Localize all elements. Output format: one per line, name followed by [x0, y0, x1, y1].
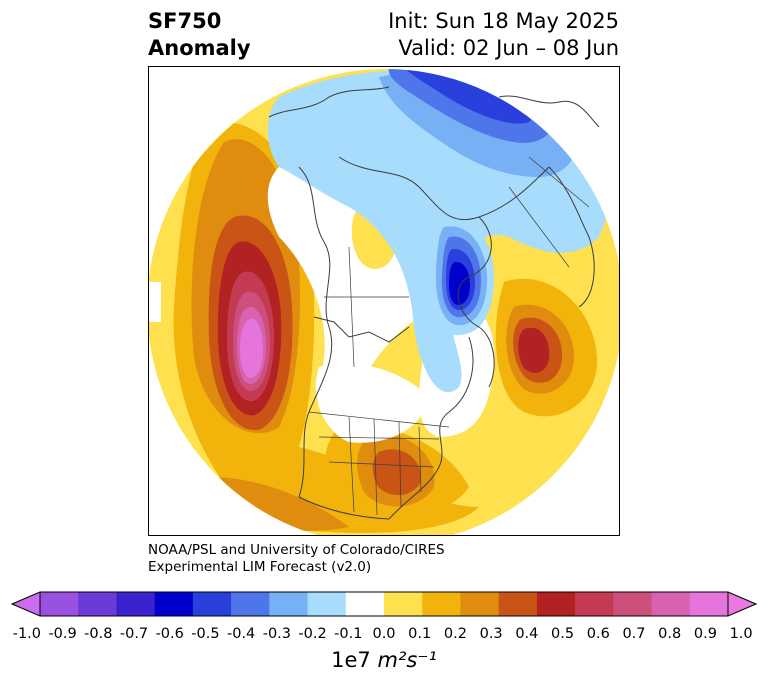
colorbar-tick-label: -1.0: [12, 626, 42, 642]
colorbar-tick-label: 0.6: [586, 626, 610, 642]
contour-deeporange-south: [372, 449, 422, 496]
colorbar-segment: [536, 592, 576, 616]
anomaly-map: [149, 69, 619, 535]
colorbar-segment: [307, 592, 347, 616]
coastlines: [268, 86, 600, 520]
colorbar-tick-label: 0.2: [443, 626, 467, 642]
contour-white-interior: [315, 363, 429, 443]
title-kind: Anomaly: [148, 36, 251, 60]
colorbar-tick-label: -0.1: [334, 626, 363, 642]
forecast-dates: Init: Sun 18 May 2025 Valid: 02 Jun – 08…: [388, 8, 619, 62]
contour-blue6-center: [449, 261, 470, 305]
colorbar-tick-label: 0.5: [551, 626, 575, 642]
colorbar-tick-label: -0.2: [298, 626, 327, 642]
map-panel: [148, 66, 620, 536]
colorbar-segment: [269, 592, 309, 616]
colorbar-units-label: 1e7 m²s⁻¹: [0, 648, 768, 672]
colorbar-tick-label: -0.3: [262, 626, 292, 642]
valid-range: Valid: 02 Jun – 08 Jun: [398, 36, 619, 60]
colorbar-segment: [345, 592, 385, 616]
colorbar-segment: [192, 592, 232, 616]
colorbar-tick-label: 0.9: [693, 626, 717, 642]
colorbar-frame: [39, 591, 729, 617]
units-prefix: 1e7: [331, 648, 371, 672]
colorbar-tick-label: -0.4: [226, 626, 256, 642]
colorbar-tick-label: 1.0: [729, 626, 753, 642]
colorbar: [0, 586, 768, 628]
colorbar-tick-label: -0.9: [48, 626, 77, 642]
colorbar-tick-label: 0.8: [658, 626, 682, 642]
colorbar-tick-label: -0.8: [84, 626, 113, 642]
colorbar-tick-label: -0.5: [191, 626, 220, 642]
colorbar-segment: [154, 592, 194, 616]
colorbar-segment: [384, 592, 423, 616]
colorbar-over-extension: [727, 591, 758, 617]
colorbar-tick-labels: -1.0 -0.9 -0.8 -0.7 -0.6 -0.5 -0.4 -0.3 -0.2 -0.1…: [0, 626, 768, 646]
init-date: Init: Sun 18 May 2025: [388, 9, 619, 33]
colorbar-segment: [231, 592, 270, 616]
title-variable: SF750: [148, 9, 222, 33]
credit-line2: Experimental LIM Forecast (v2.0): [148, 559, 372, 575]
colorbar-tick-label: -0.6: [155, 626, 184, 642]
colorbar-tick-label: -0.7: [119, 626, 149, 642]
colorbar-tick-label: 0.7: [622, 626, 646, 642]
colorbar-segment: [422, 592, 461, 616]
contour-red-east: [518, 327, 550, 373]
contour-white-edge: [149, 282, 161, 322]
colorbar-segment: [651, 592, 691, 616]
credit-text: NOAA/PSL and University of Colorado/CIRE…: [148, 542, 445, 576]
colorbar-graphic: [10, 591, 758, 617]
units: m²s⁻¹: [377, 648, 437, 672]
colorbar-tick-label: 0.4: [515, 626, 539, 642]
colorbar-segment: [498, 592, 538, 616]
colorbar-segment: [613, 592, 653, 616]
credit-line1: NOAA/PSL and University of Colorado/CIRE…: [148, 542, 445, 558]
colorbar-segment: [78, 592, 117, 616]
colorbar-segment: [689, 592, 729, 616]
colorbar-tick-label: 0.1: [408, 626, 432, 642]
colorbar-segment: [460, 592, 500, 616]
contour-violet-west: [240, 318, 263, 378]
colorbar-segment: [116, 592, 156, 616]
colorbar-tick-label: 0.0: [372, 626, 396, 642]
map-title: SF750 Anomaly: [148, 8, 251, 62]
political-boundaries: [308, 156, 590, 516]
colorbar-segment: [575, 592, 614, 616]
colorbar-under-extension: [10, 591, 41, 617]
colorbar-tick-label: 0.3: [479, 626, 503, 642]
colorbar-segment: [40, 592, 79, 616]
